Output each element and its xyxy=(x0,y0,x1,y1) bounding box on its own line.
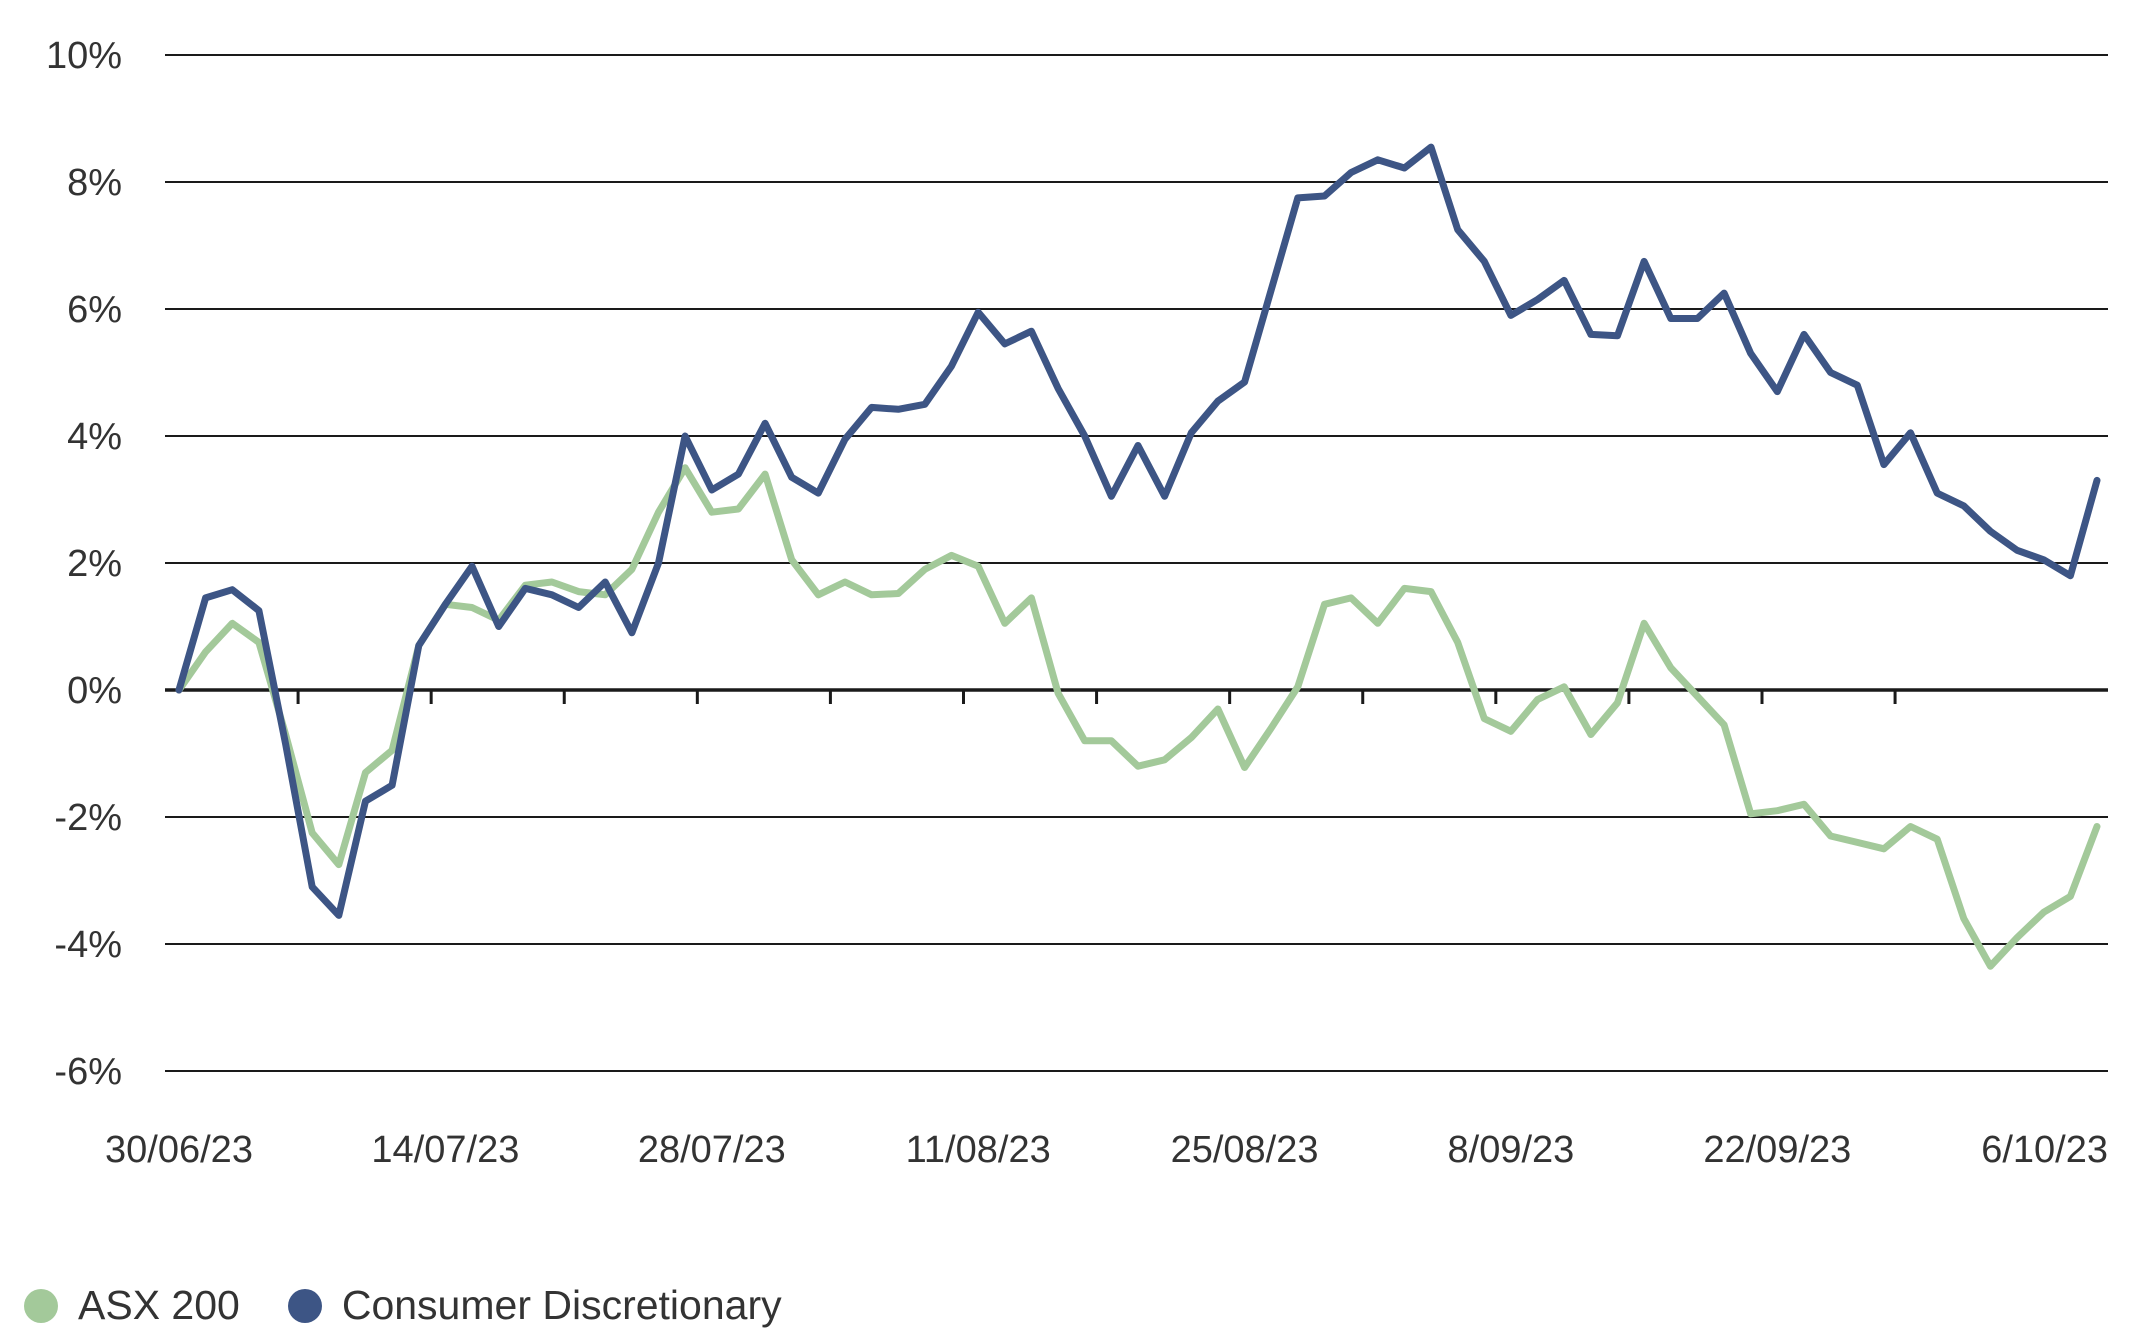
x-tick-label: 14/07/23 xyxy=(371,1129,519,1171)
legend-label-asx200: ASX 200 xyxy=(78,1282,240,1328)
y-tick-label: 8% xyxy=(67,162,122,204)
series-line-consumer-discretionary xyxy=(175,143,2101,919)
x-tick-label: 8/09/23 xyxy=(1448,1129,1575,1171)
x-tick-label: 25/08/23 xyxy=(1171,1129,1319,1171)
legend-swatch-asx200 xyxy=(24,1288,58,1323)
y-tick-label: 6% xyxy=(67,289,122,331)
x-tick-label: 28/07/23 xyxy=(638,1129,786,1171)
y-tick-label: 2% xyxy=(67,543,122,585)
y-tick-label: 0% xyxy=(67,670,122,712)
x-tick-label: 30/06/23 xyxy=(105,1129,253,1171)
legend-label-consumer-discretionary: Consumer Discretionary xyxy=(341,1282,782,1328)
x-tick-label: 11/08/23 xyxy=(906,1129,1051,1171)
legend-item-asx200: ASX 200 xyxy=(24,1282,240,1329)
y-tick-label: 4% xyxy=(67,416,122,458)
y-tick-label: 10% xyxy=(46,35,122,77)
y-tick-label: -6% xyxy=(54,1051,122,1093)
y-tick-label: -2% xyxy=(54,797,122,839)
series-line-asx200 xyxy=(175,464,2101,970)
x-tick-label: 6/10/23 xyxy=(1981,1129,2108,1171)
legend-swatch-consumer-discretionary xyxy=(287,1288,322,1323)
x-tick-label: 22/09/23 xyxy=(1703,1129,1851,1171)
y-tick-label: -4% xyxy=(54,924,122,966)
legend-item-consumer-discretionary: Consumer Discretionary xyxy=(287,1282,782,1329)
legend: ASX 200 Consumer Discretionary xyxy=(24,1282,830,1329)
